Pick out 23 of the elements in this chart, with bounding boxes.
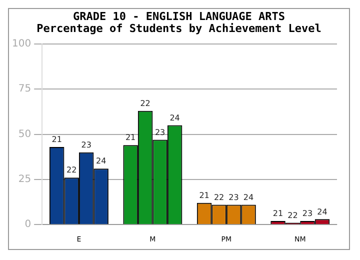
- chart-subtitle: Percentage of Students by Achievement Level: [36, 22, 322, 35]
- series-label: 24: [170, 113, 180, 122]
- text: 23: [154, 128, 166, 137]
- text: 23: [302, 209, 313, 218]
- text: 24: [243, 192, 254, 202]
- text: 22: [140, 98, 150, 108]
- series-label: 23: [81, 140, 92, 150]
- y-tick-label: 25: [18, 174, 32, 186]
- series-label: 21: [52, 135, 62, 144]
- y-tick-label: 0: [24, 219, 32, 230]
- text: 22: [214, 192, 224, 202]
- text: 21: [199, 191, 210, 200]
- text: 21: [125, 133, 136, 142]
- chart-title: GRADE 10 - ENGLISH LANGUAGE ARTS: [72, 9, 286, 23]
- y-tick-label: 75: [18, 84, 32, 95]
- text: 24: [96, 156, 106, 166]
- series-label: 22: [288, 210, 298, 220]
- text: 22: [66, 166, 77, 175]
- y-tick-label: 50: [18, 128, 32, 140]
- y-tick-label: 100: [12, 38, 32, 50]
- text: 21: [272, 209, 284, 218]
- text: 24: [317, 207, 328, 216]
- text: 23: [228, 192, 239, 202]
